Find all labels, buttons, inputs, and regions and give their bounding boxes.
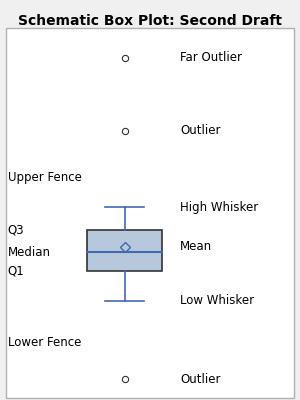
Text: Outlier: Outlier	[180, 373, 220, 386]
Text: Upper Fence: Upper Fence	[8, 171, 81, 184]
Text: Mean: Mean	[180, 240, 212, 253]
Text: Schematic Box Plot: Second Draft: Schematic Box Plot: Second Draft	[18, 14, 282, 28]
Text: Outlier: Outlier	[180, 124, 220, 137]
Bar	[87, 230, 162, 271]
Text: Lower Fence: Lower Fence	[8, 336, 81, 348]
Text: Low Whisker: Low Whisker	[180, 294, 254, 307]
Text: High Whisker: High Whisker	[180, 201, 258, 214]
Text: Q3: Q3	[8, 223, 24, 236]
FancyBboxPatch shape	[6, 28, 294, 398]
Text: Median: Median	[8, 246, 50, 259]
Text: Q1: Q1	[8, 264, 24, 278]
Text: Far Outlier: Far Outlier	[180, 51, 242, 64]
